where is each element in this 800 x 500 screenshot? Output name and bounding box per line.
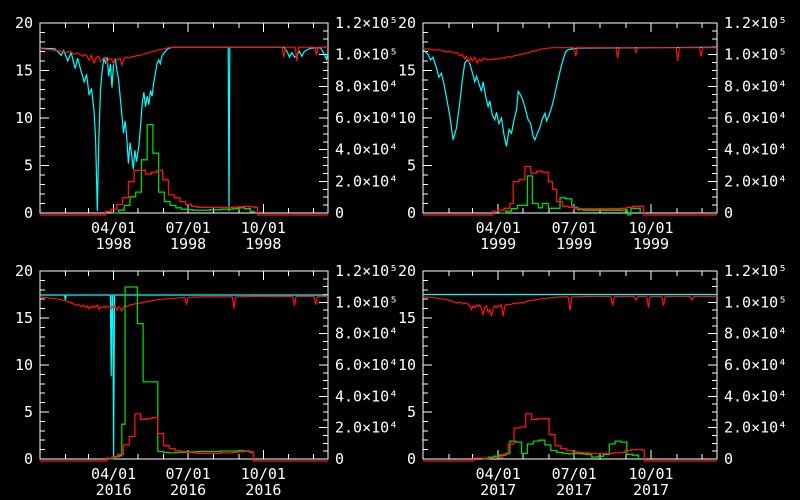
left-axis-tick-label: 15 [15, 309, 33, 327]
x-axis-year-label: 1999 [556, 235, 592, 253]
red-histogram-series [423, 165, 717, 216]
left-axis-tick-label: 0 [24, 204, 33, 222]
panel-1999: 0 5 10 15 20 0 2.0×10⁴ 4.0×10⁴ 6.0×10⁴ 8.0×10⁴ 1.0… [398, 14, 787, 253]
left-axis-tick-label: 15 [398, 62, 416, 80]
x-axis-date-label: 07/01 [166, 465, 211, 483]
left-axis-tick-label: 0 [407, 204, 416, 222]
left-axis-tick-label: 15 [398, 309, 416, 327]
left-axis-tick-label: 10 [15, 356, 33, 374]
green-histogram-series [482, 439, 640, 460]
panel-2017: 0 5 10 15 20 0 2.0×10⁴ 4.0×10⁴ 6.0×10⁴ 8.0×10⁴ 1.0… [398, 262, 787, 499]
x-axis-year-label: 1998 [96, 235, 132, 253]
left-axis-tick-label: 20 [15, 262, 33, 280]
x-axis-date-label: 10/01 [241, 219, 286, 237]
right-axis-tick-label: 0 [335, 450, 344, 468]
right-axis-tick-label: 6.0×10⁴ [335, 356, 398, 374]
plot-frame [39, 270, 329, 460]
x-axis-year-label: 2016 [170, 481, 206, 499]
red-histogram-series [40, 169, 328, 216]
right-axis-tick-label: 1.2×10⁵ [724, 262, 787, 280]
plot-frame [422, 270, 718, 460]
x-axis-date-label: 04/01 [476, 465, 521, 483]
right-axis-tick-label: 6.0×10⁴ [724, 109, 787, 127]
green-histogram-series [107, 286, 255, 460]
x-axis-year-label: 2017 [556, 481, 592, 499]
left-axis-tick-label: 0 [407, 450, 416, 468]
red-line-series [39, 46, 328, 67]
x-axis-year-label: 1999 [480, 235, 516, 253]
right-axis-tick-label: 1.2×10⁵ [724, 14, 787, 32]
right-axis-tick-label: 2.0×10⁴ [335, 419, 398, 437]
x-axis-date-label: 07/01 [166, 219, 211, 237]
x-axis-year-label: 2016 [96, 481, 132, 499]
panel-1998: 0 5 10 15 20 0 2.0×10⁴ 4.0×10⁴ 6.0×10⁴ 8.0×10⁴ 1.0… [15, 14, 398, 253]
x-axis-date-label: 04/01 [91, 219, 136, 237]
x-axis-date-label: 04/01 [91, 465, 136, 483]
red-line-series [422, 295, 717, 317]
right-axis-tick-label: 1.0×10⁵ [724, 46, 787, 64]
x-axis-year-label: 1998 [245, 235, 281, 253]
right-axis-tick-label: 1.0×10⁵ [724, 293, 787, 311]
x-axis-date-label: 10/01 [628, 219, 673, 237]
right-axis-tick-label: 1.0×10⁵ [335, 293, 398, 311]
left-axis-tick-label: 5 [24, 403, 33, 421]
right-axis-tick-label: 1.0×10⁵ [335, 46, 398, 64]
right-axis-tick-label: 2.0×10⁴ [335, 172, 398, 190]
right-axis-tick-label: 4.0×10⁴ [335, 387, 398, 405]
cyan-line-series [40, 294, 328, 458]
right-axis-tick-label: 0 [335, 204, 344, 222]
x-axis-date-label: 04/01 [476, 219, 521, 237]
right-axis-tick-label: 8.0×10⁴ [724, 325, 787, 343]
right-axis-tick-label: 1.2×10⁵ [335, 14, 398, 32]
x-axis-year-label: 1999 [633, 235, 669, 253]
red-line-series [422, 47, 717, 65]
right-axis-tick-label: 0 [724, 450, 733, 468]
right-axis-tick-label: 8.0×10⁴ [335, 325, 398, 343]
x-axis-year-label: 2016 [245, 481, 281, 499]
right-axis-tick-label: 6.0×10⁴ [724, 356, 787, 374]
right-axis-tick-label: 0 [724, 204, 733, 222]
cyan-line-series [39, 46, 329, 212]
x-axis-date-label: 07/01 [552, 465, 597, 483]
right-axis-tick-label: 4.0×10⁴ [724, 141, 787, 159]
plot-frame [422, 22, 718, 214]
red-line-series [39, 295, 328, 313]
red-histogram-series [40, 413, 328, 462]
left-axis-tick-label: 15 [15, 62, 33, 80]
green-histogram-series [499, 175, 641, 216]
right-axis-tick-label: 6.0×10⁴ [335, 109, 398, 127]
left-axis-tick-label: 10 [15, 109, 33, 127]
x-axis-date-label: 07/01 [552, 219, 597, 237]
left-axis-tick-label: 5 [407, 157, 416, 175]
right-axis-tick-label: 4.0×10⁴ [724, 387, 787, 405]
red-histogram-series [423, 413, 717, 462]
x-axis-year-label: 2017 [480, 481, 516, 499]
green-histogram-series [112, 123, 256, 214]
right-axis-tick-label: 8.0×10⁴ [724, 77, 787, 95]
x-axis-year-label: 2017 [633, 481, 669, 499]
left-axis-tick-label: 10 [398, 109, 416, 127]
cyan-line-series [422, 46, 718, 147]
right-axis-tick-label: 8.0×10⁴ [335, 77, 398, 95]
right-axis-tick-label: 1.2×10⁵ [335, 262, 398, 280]
left-axis-tick-label: 10 [398, 356, 416, 374]
right-axis-tick-label: 2.0×10⁴ [724, 172, 787, 190]
right-axis-tick-label: 2.0×10⁴ [724, 419, 787, 437]
left-axis-tick-label: 5 [407, 403, 416, 421]
x-axis-date-label: 10/01 [241, 465, 286, 483]
right-axis-tick-label: 4.0×10⁴ [335, 141, 398, 159]
x-axis-year-label: 1998 [170, 235, 206, 253]
panel-2016: 0 5 10 15 20 0 2.0×10⁴ 4.0×10⁴ 6.0×10⁴ 8.0×10⁴ 1.0… [15, 262, 398, 499]
left-axis-tick-label: 20 [15, 14, 33, 32]
left-axis-tick-label: 20 [398, 262, 416, 280]
x-axis-date-label: 10/01 [628, 465, 673, 483]
left-axis-tick-label: 0 [24, 450, 33, 468]
left-axis-tick-label: 20 [398, 14, 416, 32]
left-axis-tick-label: 5 [24, 157, 33, 175]
